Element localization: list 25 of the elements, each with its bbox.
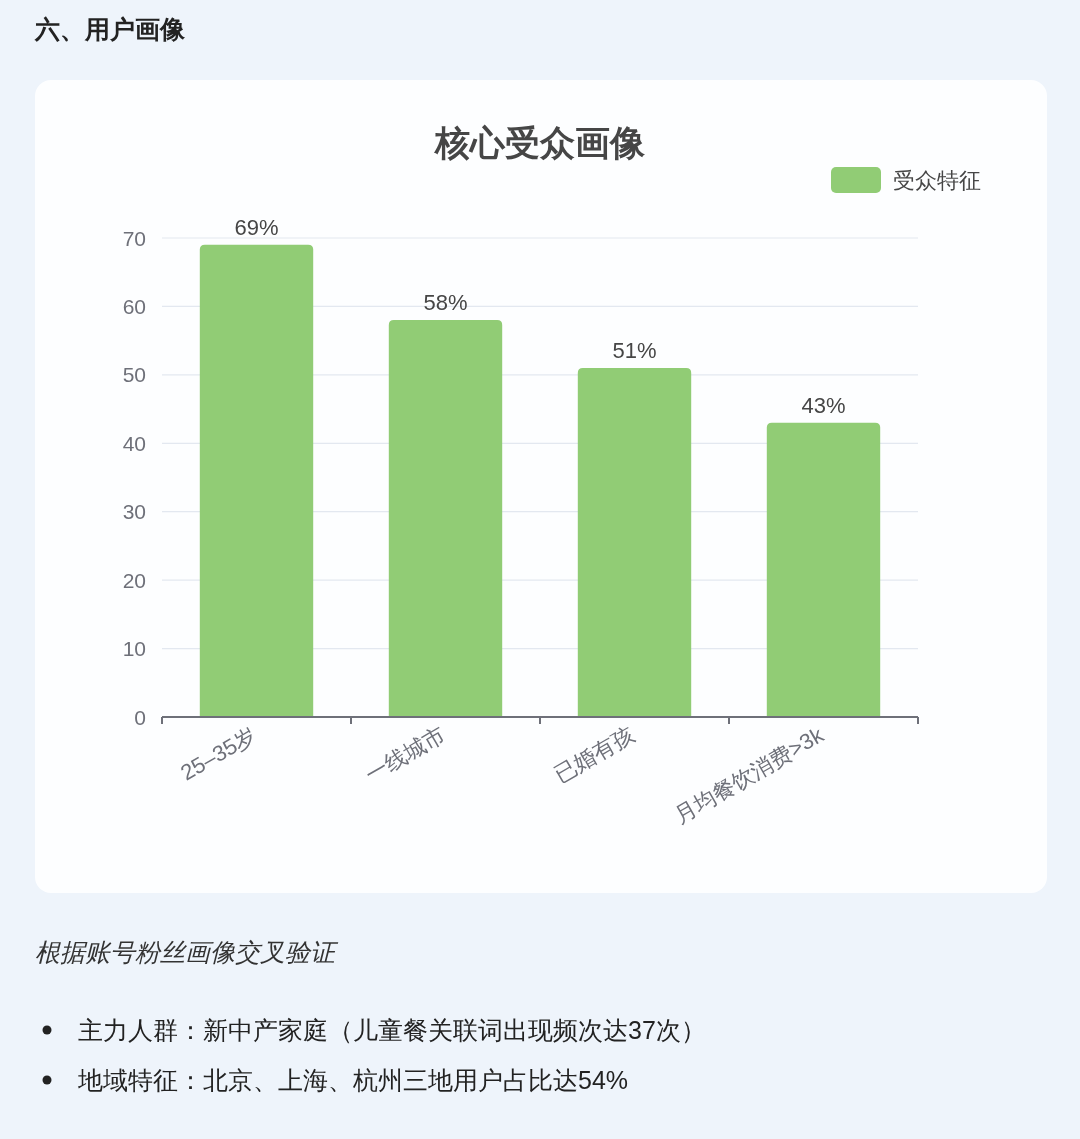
text: 地域特征：北京、上海、杭州三地用户占比达54% (77, 1066, 629, 1094)
bar (577, 368, 692, 717)
x-tick-label: 一线城市 (361, 722, 450, 788)
y-tick-label: 50 (122, 363, 146, 387)
data-label: 43% (801, 392, 846, 418)
bar (199, 244, 314, 717)
legend-label: 受众特征 (893, 167, 981, 193)
y-tick-label: 60 (122, 294, 146, 318)
y-tick-label: 0 (134, 705, 146, 729)
x-tick-label: 已婚有孩 (550, 722, 639, 788)
data-label: 58% (423, 290, 468, 316)
chart-title: 核心受众画像 (433, 122, 646, 162)
y-tick-label: 10 (122, 637, 146, 661)
text: 根据账号粉丝画像交叉验证 (35, 938, 339, 966)
data-label: 51% (612, 338, 657, 364)
text: 六、用户画像 (34, 15, 186, 43)
y-tick-label: 30 (122, 500, 146, 524)
bar (388, 320, 503, 717)
x-tick-label: 月均餐饮消费>3k (669, 721, 829, 828)
text: 主力人群：新中产家庭（儿童餐关联词出现频次达37次） (78, 1016, 706, 1044)
y-tick-label: 20 (122, 568, 146, 592)
bar (766, 422, 881, 717)
y-tick-label: 70 (122, 226, 146, 250)
y-tick-label: 40 (122, 431, 146, 455)
data-label: 69% (234, 214, 279, 240)
